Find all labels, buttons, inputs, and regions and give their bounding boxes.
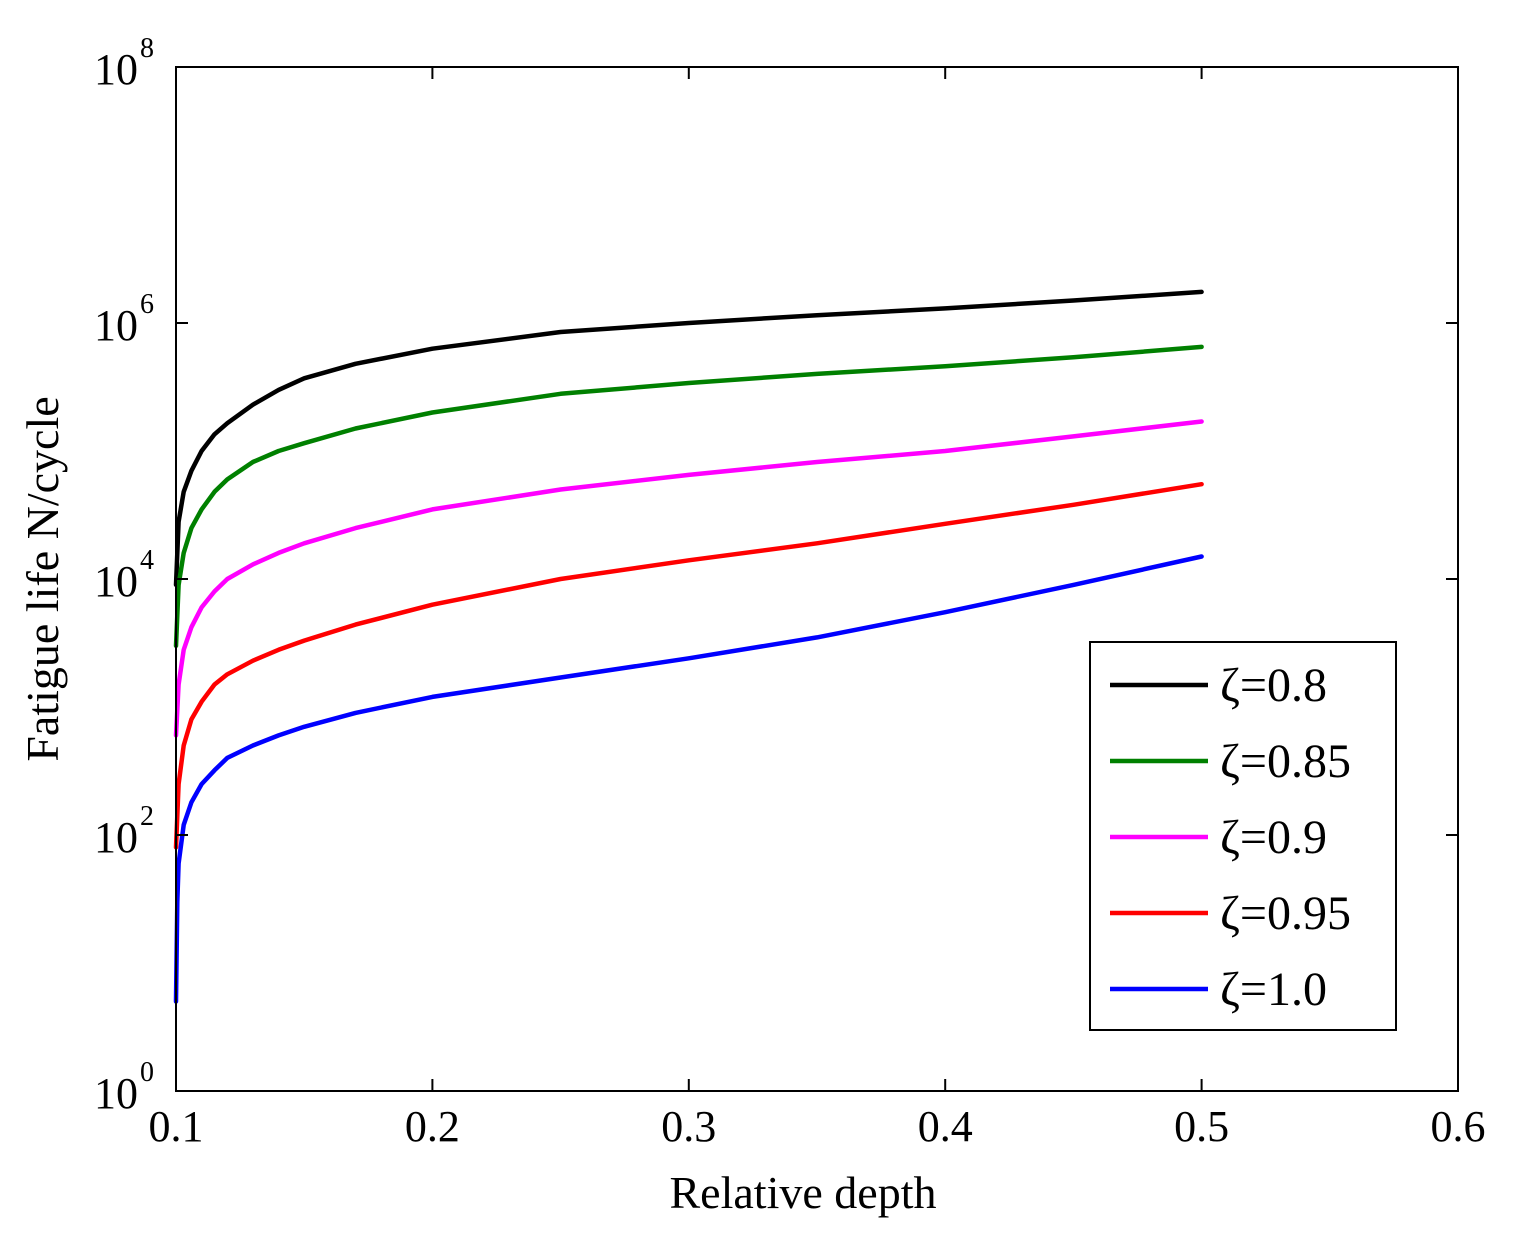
- legend-label-1: ζ=0.85: [1220, 735, 1351, 788]
- x-tick-label-5: 0.6: [1431, 1102, 1486, 1151]
- y-tick-label-0: 10: [94, 1069, 138, 1118]
- x-tick-label-2: 0.3: [661, 1102, 716, 1151]
- y-tick-exponent-2: 4: [140, 545, 154, 576]
- x-tick-label-0: 0.1: [149, 1102, 204, 1151]
- legend-label-0: ζ=0.8: [1220, 659, 1327, 712]
- y-tick-exponent-3: 6: [140, 289, 154, 320]
- series-line-4: [173, 554, 1204, 1004]
- y-axis-title: Fatigue life N/cycle: [17, 396, 68, 761]
- series-line-0: [173, 289, 1204, 588]
- series-line-2: [173, 419, 1204, 738]
- series-line-3: [173, 481, 1204, 850]
- legend-label-4: ζ=1.0: [1220, 963, 1327, 1016]
- plot-lines: [173, 289, 1204, 1004]
- x-axis-ticks: 0.1 0.2 0.3 0.4 0.5 0.6: [149, 67, 1486, 1151]
- series-line-1: [173, 344, 1204, 649]
- y-tick-label-3: 10: [94, 301, 138, 350]
- legend-label-2: ζ=0.9: [1220, 811, 1327, 864]
- y-tick-exponent-1: 2: [140, 801, 154, 832]
- y-tick-label-2: 10: [94, 557, 138, 606]
- y-tick-exponent-4: 8: [140, 33, 154, 64]
- y-tick-label-1: 10: [94, 813, 138, 862]
- legend: ζ=0.8 ζ=0.85 ζ=0.9 ζ=0.95 ζ=1.0: [1089, 641, 1397, 1031]
- x-tick-label-4: 0.5: [1174, 1102, 1229, 1151]
- y-tick-exponent-0: 0: [140, 1057, 154, 1088]
- legend-label-3: ζ=0.95: [1220, 887, 1351, 940]
- y-tick-label-4: 10: [94, 45, 138, 94]
- x-tick-label-3: 0.4: [918, 1102, 973, 1151]
- x-tick-label-1: 0.2: [405, 1102, 460, 1151]
- x-axis-title: Relative depth: [670, 1167, 937, 1218]
